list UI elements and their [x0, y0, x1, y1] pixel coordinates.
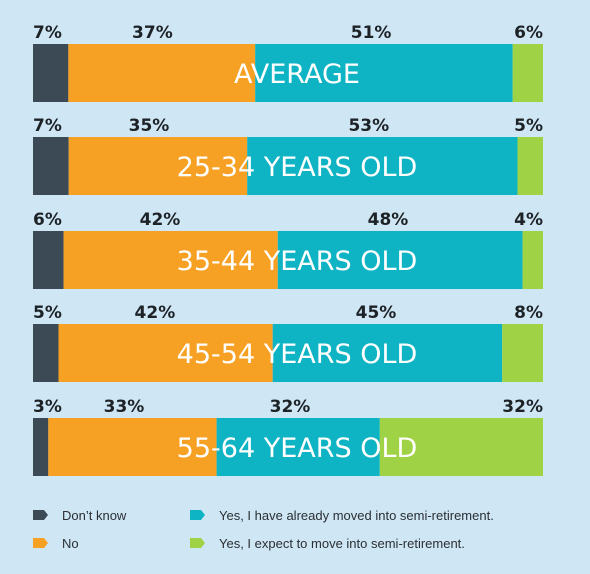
bar-segment	[33, 231, 64, 289]
bar-segment	[68, 44, 256, 102]
bar-segment	[48, 418, 217, 476]
data-label: 6%	[33, 210, 62, 230]
bar-segment	[522, 231, 543, 289]
category-label: AVERAGE	[234, 59, 360, 90]
legend-swatch	[190, 510, 205, 520]
category-label: 25-34 YEARS OLD	[177, 152, 418, 183]
bar-segment	[379, 418, 543, 476]
legend-item: Yes, I have already moved into semi-reti…	[190, 508, 494, 523]
bar-segment	[512, 44, 543, 102]
bars-layer: 7% 37% 51% 6% AVERAGE 7% 35% 53% 5% 25-34 YEARS O…	[33, 23, 543, 476]
bar-segment	[33, 137, 69, 195]
data-label: 7%	[33, 23, 62, 43]
legend: Don’t know No Yes, I have already moved in…	[33, 508, 494, 551]
data-label: 33%	[104, 397, 145, 417]
data-label: 5%	[514, 116, 543, 136]
bar-segment	[58, 324, 273, 382]
category-label: 55-64 YEARS OLD	[177, 433, 418, 464]
data-label: 51%	[351, 23, 392, 43]
bar-segment	[216, 418, 380, 476]
bar-segment	[33, 418, 49, 476]
data-label: 8%	[514, 303, 543, 323]
category-label: 45-54 YEARS OLD	[177, 339, 418, 370]
bar-segment	[68, 137, 248, 195]
bar-row: 5% 42% 45% 8% 45-54 YEARS OLD	[33, 303, 543, 382]
data-label: 53%	[348, 116, 389, 136]
data-label: 45%	[356, 303, 397, 323]
data-label: 3%	[33, 397, 62, 417]
legend-label: Don’t know	[62, 508, 127, 523]
data-label: 48%	[368, 210, 409, 230]
legend-label: Yes, I expect to move into semi-retireme…	[219, 536, 465, 551]
legend-item: No	[33, 536, 79, 551]
legend-label: No	[62, 536, 79, 551]
bar-row: 6% 42% 48% 4% 35-44 YEARS OLD	[33, 210, 543, 289]
bar-row: 3% 33% 32% 32% 55-64 YEARS OLD	[33, 397, 543, 476]
data-label: 42%	[140, 210, 181, 230]
category-label: 35-44 YEARS OLD	[177, 246, 418, 277]
data-label: 35%	[129, 116, 170, 136]
data-label: 32%	[502, 397, 543, 417]
bar-segment	[33, 324, 59, 382]
data-label: 7%	[33, 116, 62, 136]
bar-segment	[277, 231, 523, 289]
data-label: 37%	[132, 23, 173, 43]
data-label: 6%	[514, 23, 543, 43]
data-label: 4%	[514, 210, 543, 230]
bar-row: 7% 37% 51% 6% AVERAGE	[33, 23, 543, 102]
legend-swatch	[33, 538, 48, 548]
data-label: 32%	[270, 397, 311, 417]
bar-segment	[517, 137, 543, 195]
data-label: 42%	[135, 303, 176, 323]
bar-segment	[63, 231, 278, 289]
legend-item: Yes, I expect to move into semi-retireme…	[190, 536, 465, 551]
legend-swatch	[190, 538, 205, 548]
bar-segment	[247, 137, 518, 195]
bar-segment	[272, 324, 503, 382]
legend-label: Yes, I have already moved into semi-reti…	[219, 508, 494, 523]
legend-item: Don’t know	[33, 508, 127, 523]
bar-segment	[33, 44, 69, 102]
bar-segment	[502, 324, 543, 382]
bar-segment	[255, 44, 513, 102]
bar-row: 7% 35% 53% 5% 25-34 YEARS OLD	[33, 116, 543, 195]
data-label: 5%	[33, 303, 62, 323]
legend-swatch	[33, 510, 48, 520]
